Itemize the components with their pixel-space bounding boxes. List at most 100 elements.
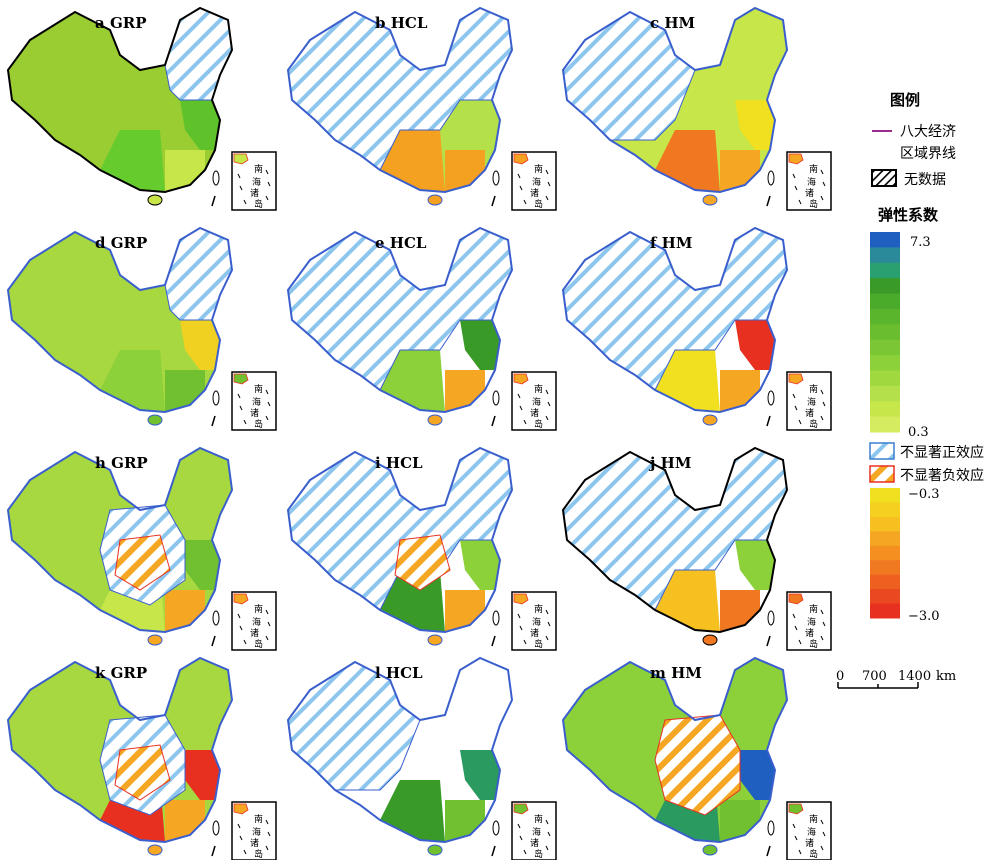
colorbar-cell-9 xyxy=(870,370,900,387)
panel-label-3: d GRP xyxy=(95,234,147,252)
inset-char-1: 海 xyxy=(252,616,261,628)
inset-char-0: 南 xyxy=(809,163,818,175)
region-east xyxy=(460,540,500,590)
inset-char-2: 诸 xyxy=(805,408,814,419)
no-data-symbol xyxy=(871,169,897,187)
inset-char-1: 海 xyxy=(252,176,261,188)
inset-char-0: 南 xyxy=(809,383,818,395)
colorbar-cell-8 xyxy=(870,355,900,371)
panel-label-1: b HCL xyxy=(375,14,428,32)
colorbar-neg-cell-2 xyxy=(870,516,900,532)
region-southeast xyxy=(445,370,485,412)
scale-bar: 0 700 1400 km xyxy=(836,669,956,689)
inset-char-2: 诸 xyxy=(530,188,539,199)
region-east xyxy=(735,320,775,370)
inset-char-2: 诸 xyxy=(805,188,814,199)
region-southeast xyxy=(165,370,205,412)
region-east xyxy=(460,100,500,150)
colorbar-cell-11 xyxy=(870,401,900,418)
region-east xyxy=(180,540,220,590)
china-outline xyxy=(561,656,789,844)
taiwan-island xyxy=(767,610,775,626)
taiwan-island xyxy=(212,170,220,186)
inset-char-0: 南 xyxy=(254,163,263,175)
region-south xyxy=(380,350,445,412)
colorbar-neg-cell-6 xyxy=(870,574,900,590)
inset-char-0: 南 xyxy=(534,603,543,615)
inset-char-0: 南 xyxy=(254,383,263,395)
colorbar-negative xyxy=(870,488,900,619)
china-outline xyxy=(6,656,234,844)
china-outline xyxy=(286,656,514,844)
inset-char-1: 海 xyxy=(532,826,541,838)
panel-label-10: l HCL xyxy=(375,664,423,682)
inset-char-3: 岛 xyxy=(534,198,543,210)
china-outline xyxy=(6,446,234,634)
colorbar-cell-5 xyxy=(870,308,900,325)
china-outline xyxy=(561,226,789,414)
tick-neg-min: −0.3 xyxy=(908,487,940,502)
colorbar-neg-cell-5 xyxy=(870,560,900,576)
hainan-island xyxy=(147,844,163,856)
inset-char-1: 海 xyxy=(807,826,816,838)
region-south xyxy=(380,130,445,192)
inset-char-2: 诸 xyxy=(530,408,539,419)
inset-char-3: 岛 xyxy=(254,638,263,650)
taiwan-island xyxy=(767,820,775,836)
scale-label-1400: 1400 xyxy=(898,669,931,684)
inset-char-0: 南 xyxy=(534,383,543,395)
insignificant-area xyxy=(164,227,233,321)
taiwan-island xyxy=(492,820,500,836)
taiwan-island xyxy=(212,390,220,406)
hainan-island xyxy=(427,414,443,426)
taiwan-island xyxy=(492,610,500,626)
region-southeast xyxy=(165,150,205,192)
legend-boundary-label-2: 区域界线 xyxy=(900,146,956,162)
colorbar-cell-2 xyxy=(870,262,900,279)
inset-char-3: 岛 xyxy=(809,848,818,860)
inset-char-3: 岛 xyxy=(809,638,818,650)
insignificant-neg-area xyxy=(114,744,171,801)
region-south xyxy=(655,130,720,192)
inset-char-2: 诸 xyxy=(250,408,259,419)
china-outline xyxy=(561,446,789,634)
panel-label-5: f HM xyxy=(650,234,692,252)
colorbar-neg-cell-3 xyxy=(870,531,900,547)
tick-neg-max: −3.0 xyxy=(908,609,940,624)
map-legend: 图例 八大经济 区域界线 无数据 弹性系数 7.3 0.3 不显著正效应 不显著… xyxy=(869,91,984,624)
inset-char-0: 南 xyxy=(254,603,263,615)
inset-char-3: 岛 xyxy=(534,638,543,650)
scale-label-700: 700 xyxy=(862,669,887,684)
colorbar-cell-3 xyxy=(870,278,900,295)
region-east xyxy=(735,100,775,150)
insignificant-area xyxy=(164,7,233,101)
legend-insig-neg: 不显著负效应 xyxy=(900,467,984,484)
taiwan-island xyxy=(767,390,775,406)
panel-label-8: j HM xyxy=(648,454,691,472)
inset-char-0: 南 xyxy=(534,163,543,175)
panel-label-6: h GRP xyxy=(95,454,148,472)
insig-pos-symbol xyxy=(869,442,895,460)
region-southeast xyxy=(165,800,205,842)
inset-char-3: 岛 xyxy=(254,198,263,210)
hainan-island xyxy=(427,844,443,856)
region-south xyxy=(380,780,445,842)
inset-char-1: 海 xyxy=(532,176,541,188)
region-southeast xyxy=(720,590,760,632)
